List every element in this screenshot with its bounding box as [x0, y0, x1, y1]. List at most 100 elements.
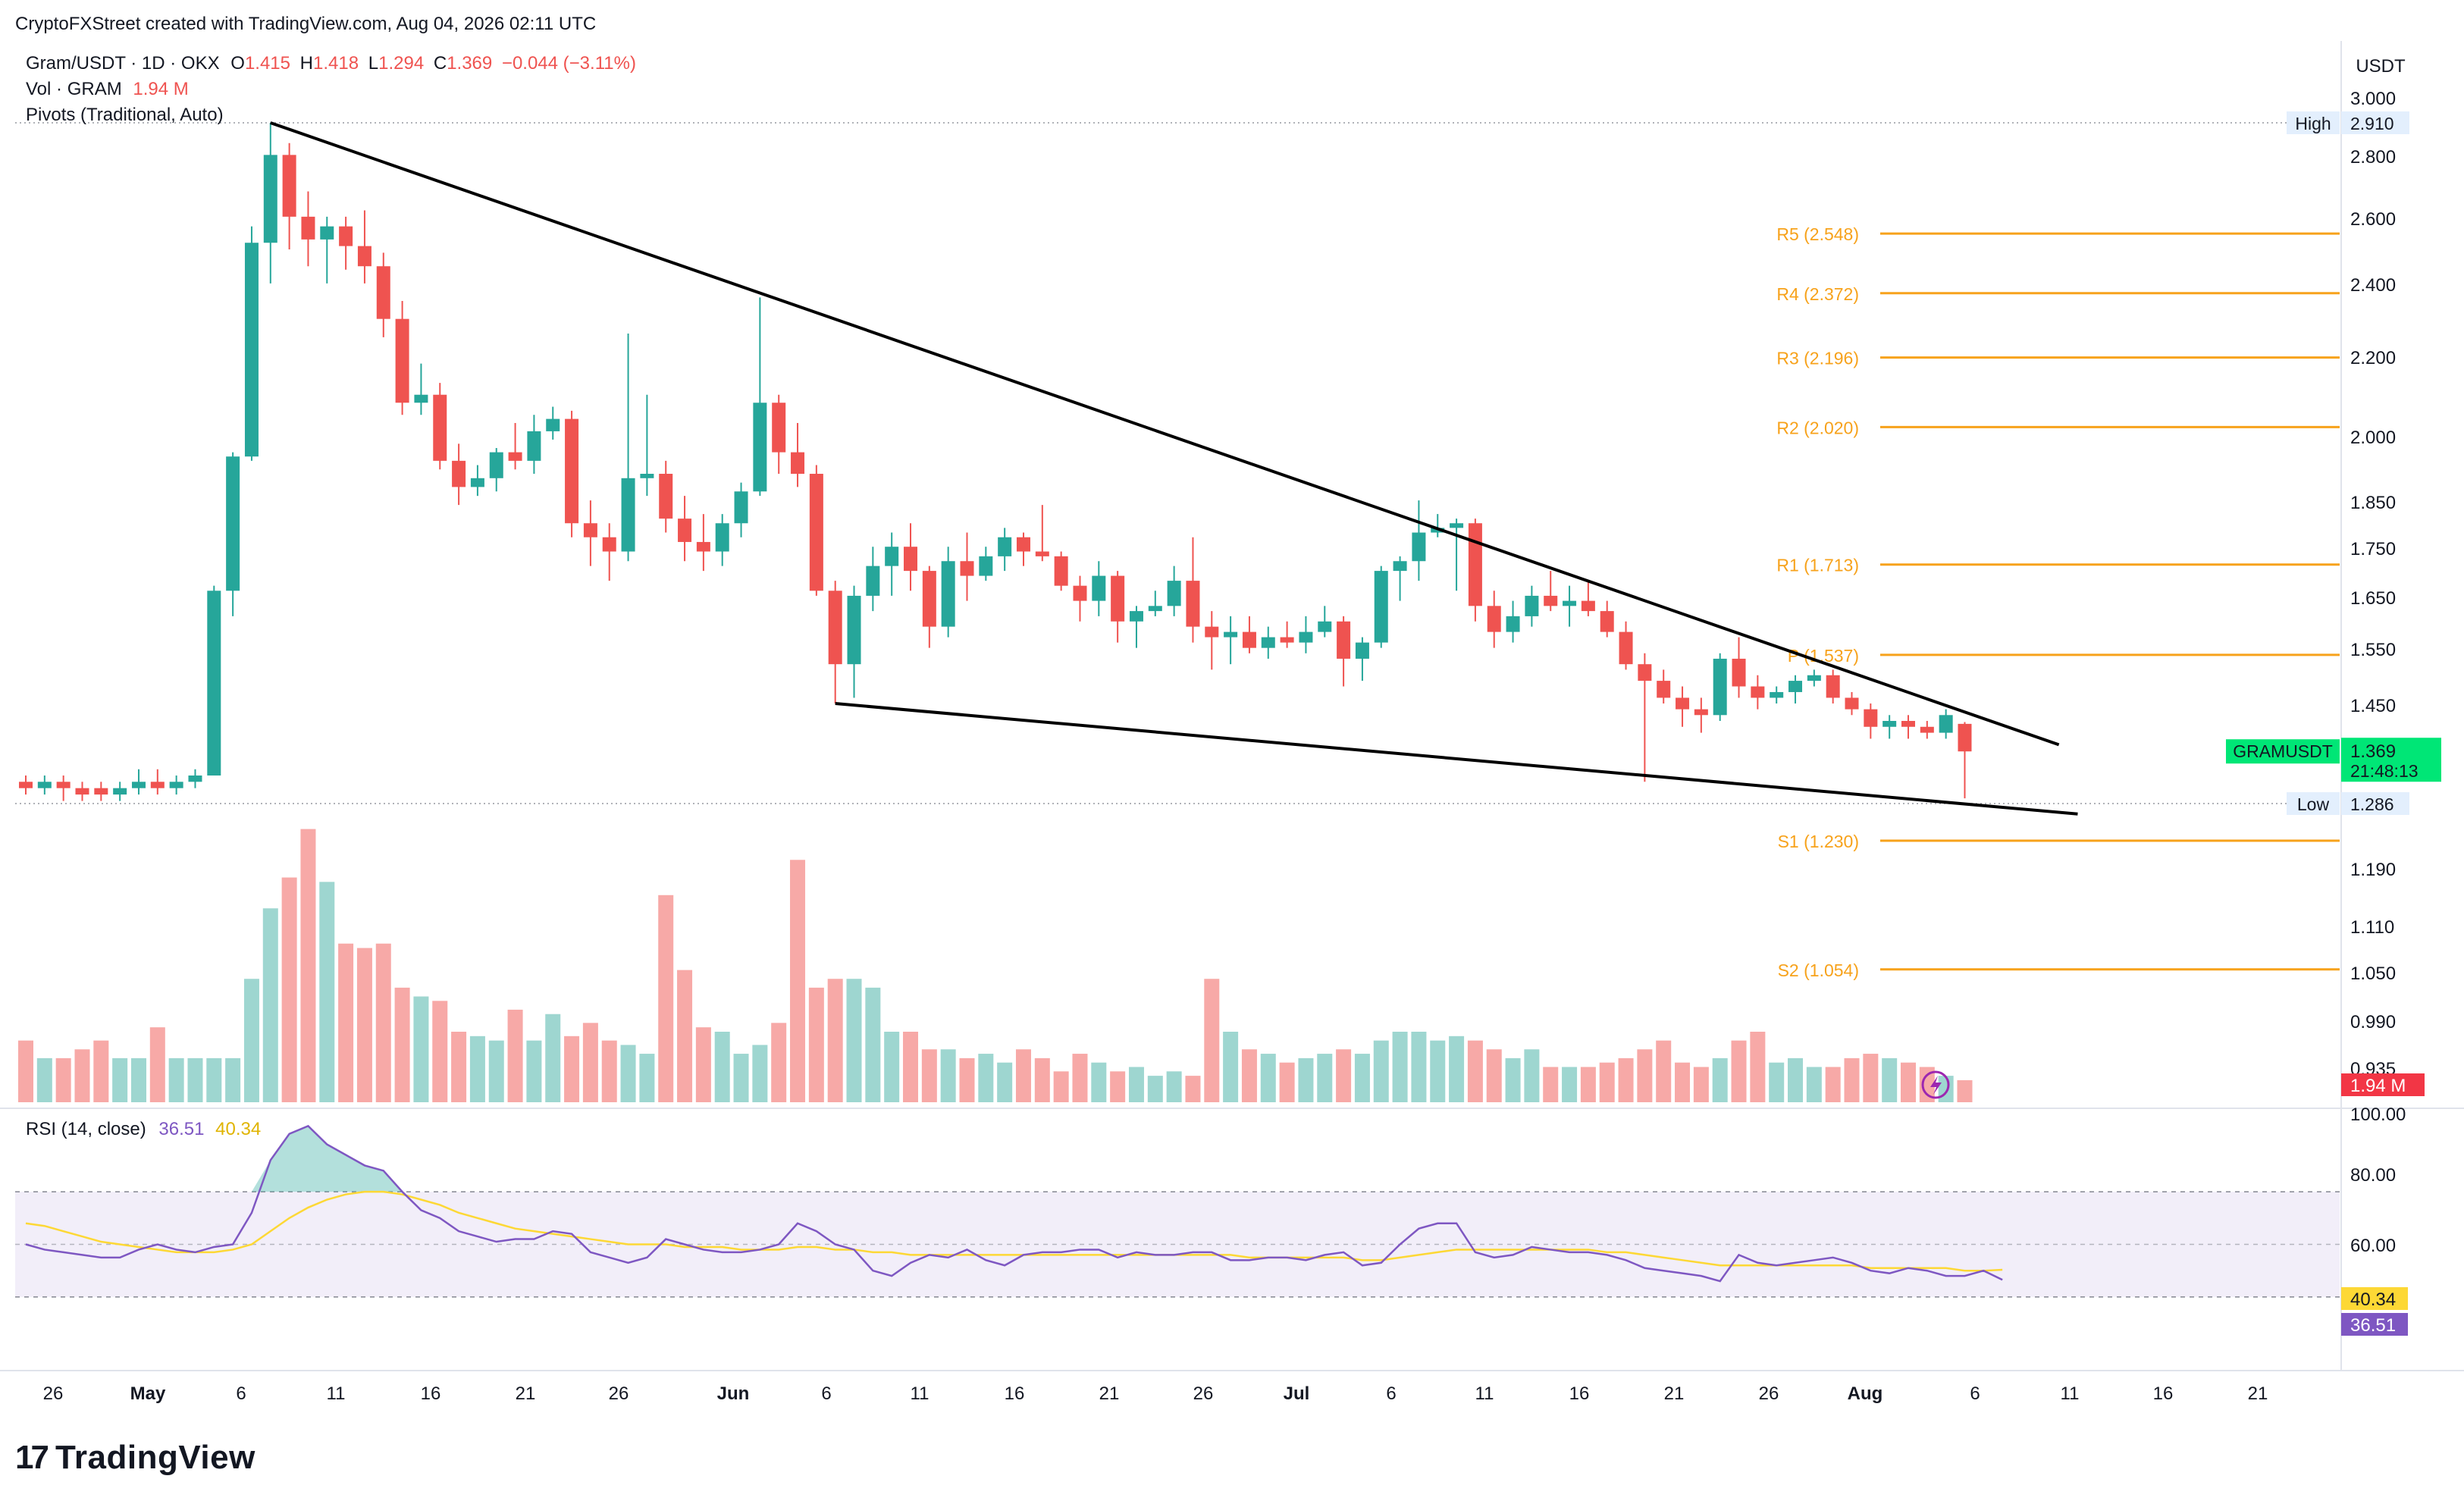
volume-tag — [2341, 1073, 2425, 1096]
candle — [696, 514, 710, 572]
volume-bar — [1373, 1040, 1389, 1102]
candle-body — [734, 491, 748, 524]
symbol-legend[interactable]: Gram/USDT · 1D · OKX O1.415 H1.418 L1.29… — [26, 53, 636, 74]
ohlc-c-label: C — [433, 53, 447, 74]
high-low-lines — [15, 122, 2290, 804]
volume-bar — [319, 882, 335, 1102]
candle — [922, 566, 936, 648]
volume-bar — [338, 943, 354, 1102]
time-tick: 11 — [911, 1383, 929, 1404]
candle — [1638, 653, 1652, 782]
time-axis[interactable]: 26 May 6 11 16 21 26 Jun 6 11 16 21 26 Jul 6 11 16 21 26 Au… — [43, 1383, 2268, 1404]
candle — [1205, 611, 1219, 670]
candle-body — [809, 474, 823, 591]
pivots-legend[interactable]: Pivots (Traditional, Auto) — [26, 105, 224, 125]
candle-body — [244, 243, 259, 457]
candle — [1412, 500, 1426, 581]
candle — [602, 523, 616, 581]
volume-legend[interactable]: Vol · GRAM 1.94 M — [26, 79, 189, 100]
volume-bar — [187, 1058, 203, 1102]
last-price: 1.369 — [2350, 741, 2396, 762]
price-axis[interactable]: USDT 3.000 2.800 2.600 2.400 2.200 2.000 1.850 1… — [2226, 56, 2441, 1336]
candle — [1242, 616, 1256, 653]
volume-bar — [1260, 1054, 1276, 1102]
candle-body — [1468, 523, 1482, 606]
candle — [1619, 621, 1633, 670]
price-tick: 1.650 — [2350, 588, 2396, 609]
candle — [960, 532, 974, 601]
candle-body — [395, 318, 409, 403]
candle-body — [828, 591, 842, 665]
pivot-label: R4 (2.372) — [1776, 284, 1859, 304]
candle-body — [75, 788, 89, 795]
ohlc-h-label: H — [299, 53, 314, 74]
candle-body — [1713, 658, 1727, 716]
volume-bar — [1637, 1049, 1653, 1102]
candle — [1487, 591, 1501, 648]
candle-body — [791, 452, 805, 475]
candle — [640, 394, 654, 497]
price-tick: 0.990 — [2350, 1012, 2396, 1032]
candle-body — [131, 782, 146, 788]
candle — [866, 547, 880, 612]
candle — [1280, 621, 1294, 648]
trendlines[interactable] — [270, 121, 2078, 816]
volume-bar — [827, 979, 843, 1102]
candle-body — [715, 523, 729, 552]
rsi-tick: 60.00 — [2350, 1236, 2396, 1256]
candle — [1092, 561, 1106, 616]
candlestick-series — [19, 123, 1972, 801]
volume-tag-text: 1.94 M — [2350, 1076, 2406, 1096]
candle — [772, 394, 786, 475]
volume-bar — [1844, 1058, 1860, 1102]
candle — [508, 423, 522, 470]
high-value: 2.910 — [2350, 114, 2394, 133]
volume-bar — [36, 1058, 52, 1102]
volume-bar — [1430, 1040, 1446, 1102]
candle-body — [508, 452, 522, 461]
trendline-upper — [270, 121, 2060, 747]
candle-body — [772, 403, 786, 453]
candle-body — [1657, 681, 1671, 698]
candle — [37, 776, 52, 795]
volume-bar — [1712, 1058, 1728, 1102]
candle — [1054, 551, 1068, 591]
rsi-legend[interactable]: RSI (14, close) 36.51 40.34 — [26, 1119, 261, 1140]
candle — [1882, 715, 1897, 739]
candle — [1111, 571, 1125, 643]
tradingview-logo[interactable]: 17 TradingView — [15, 1439, 255, 1477]
candle — [1807, 669, 1821, 687]
candle-body — [546, 418, 560, 431]
time-tick: Aug — [1848, 1383, 1883, 1404]
volume-bar — [1599, 1062, 1615, 1102]
volume-bar — [1618, 1058, 1634, 1102]
volume-bar — [1166, 1071, 1182, 1102]
ohlc-c-value: 1.369 — [447, 53, 493, 74]
candle — [433, 383, 447, 470]
volume-bar — [1731, 1040, 1747, 1102]
candle — [753, 297, 767, 497]
volume-bar — [1901, 1062, 1916, 1102]
candle — [1525, 585, 1539, 627]
rsi-tick: 100.00 — [2350, 1104, 2406, 1125]
volume-bar — [564, 1036, 580, 1102]
candle-body — [1920, 726, 1934, 733]
lightning-icon[interactable] — [1921, 1070, 1950, 1099]
candle-body — [357, 246, 371, 267]
price-tick: 1.750 — [2350, 539, 2396, 559]
candle — [56, 776, 71, 801]
candle — [1450, 519, 1464, 591]
candle-body — [1337, 621, 1351, 659]
candle — [470, 465, 484, 497]
time-tick: 21 — [1664, 1383, 1685, 1404]
tradingview-logo-icon: 17 — [15, 1439, 49, 1476]
volume-bar — [620, 1045, 636, 1102]
candle — [1958, 722, 1972, 799]
candle-body — [527, 431, 541, 461]
volume-legend-label: Vol · GRAM — [26, 79, 122, 99]
candle — [809, 465, 823, 596]
volume-bar — [112, 1058, 128, 1102]
candle-body — [1563, 600, 1577, 606]
volume-bar — [1279, 1062, 1295, 1102]
